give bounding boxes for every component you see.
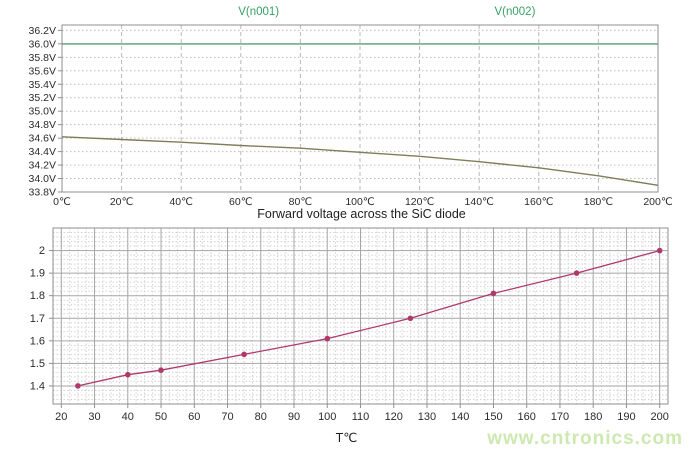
x-tick-label: 110 (352, 411, 370, 423)
y-tick-label: 1.7 (30, 313, 45, 325)
plot-border (52, 227, 669, 405)
y-tick-label: 1.5 (30, 358, 45, 370)
x-tick-label: 170 (551, 411, 569, 423)
plot-border (61, 24, 659, 193)
y-tick-label: 35.4V (29, 79, 56, 91)
x-tick-label: 60℃ (229, 196, 252, 208)
y-tick-label: 35.8V (29, 52, 56, 64)
data-point-marker (573, 270, 580, 276)
y-tick-label: 34.4V (29, 146, 56, 158)
watermark-text: www.cntronics.com (487, 428, 683, 449)
x-tick-label: 50 (155, 411, 167, 423)
x-tick-label: 140 (451, 411, 469, 423)
x-tick-label: 130 (418, 411, 436, 423)
x-tick-label: 180 (584, 411, 602, 423)
data-point-marker (75, 383, 81, 389)
data-point-marker (656, 247, 663, 254)
voltage-vs-temperature-chart: 0℃ 20℃ 40℃ 60℃ 80℃ 100℃ 120℃ 140℃ 160℃ 180℃ 200℃ 36… (29, 6, 673, 208)
y-tick-label: 35.2V (29, 92, 56, 104)
y-tick-label: 34.0V (29, 173, 56, 185)
y-tick-label: 34.8V (29, 119, 56, 131)
x-tick-label: 120℃ (405, 196, 434, 208)
x-tick-label: 70 (221, 411, 233, 423)
data-point-marker (241, 351, 247, 358)
x-axis-title: T℃ (335, 431, 358, 445)
y-tick-label: 34.2V (29, 160, 56, 172)
x-tick-label: 100 (318, 411, 336, 423)
y-tick-label: 1.8 (30, 290, 45, 302)
legend-V(n002): V(n002) (494, 6, 535, 18)
forward-voltage-chart: 20 30 40 50 60 70 80 90 100 110 120 130 140 150 160 170… (30, 227, 669, 423)
x-tick-label: 120 (385, 411, 403, 423)
y-tick-label: 36.0V (29, 38, 56, 50)
x-tick-label: 80℃ (289, 196, 312, 208)
x-tick-label: 140℃ (465, 196, 494, 208)
x-tick-label: 190 (617, 411, 635, 423)
legend-V(n001): V(n001) (238, 6, 279, 18)
x-tick-label: 160℃ (524, 196, 553, 208)
data-point-marker (324, 335, 331, 342)
x-tick-label: 40 (122, 411, 134, 423)
y-tick-label: 33.8V (29, 187, 56, 199)
x-tick-label: 20 (55, 411, 67, 423)
data-point-marker (125, 371, 131, 378)
y-tick-label: 2 (39, 245, 45, 257)
data-point-marker (490, 290, 497, 297)
x-tick-label: 20℃ (110, 196, 133, 208)
x-tick-label: 60 (188, 411, 200, 423)
y-tick-label: 1.6 (30, 335, 45, 347)
y-tick-label: 34.6V (29, 133, 56, 145)
x-tick-label: 40℃ (169, 196, 192, 208)
x-tick-label: 200℃ (643, 196, 672, 208)
x-tick-label: 30 (88, 411, 100, 423)
y-tick-label: 36.2V (29, 25, 56, 37)
y-tick-label: 1.4 (30, 380, 45, 392)
y-tick-label: 35.6V (29, 65, 56, 77)
x-tick-label: 150 (484, 411, 502, 423)
x-tick-label: 180℃ (584, 196, 613, 208)
x-tick-label: 160 (518, 411, 536, 423)
y-tick-label: 1.9 (30, 268, 45, 280)
x-tick-label: 90 (288, 411, 300, 423)
data-point-marker (407, 315, 414, 322)
x-tick-label: 80 (255, 411, 267, 423)
y-tick-label: 35.0V (29, 106, 56, 118)
data-point-marker (158, 367, 164, 373)
x-tick-label: 0℃ (53, 196, 71, 208)
x-tick-label: 200 (651, 411, 669, 423)
chart-title: Forward voltage across the SiC diode (257, 207, 466, 221)
x-tick-label: 100℃ (345, 196, 374, 208)
trace-V(n002) (61, 136, 659, 186)
